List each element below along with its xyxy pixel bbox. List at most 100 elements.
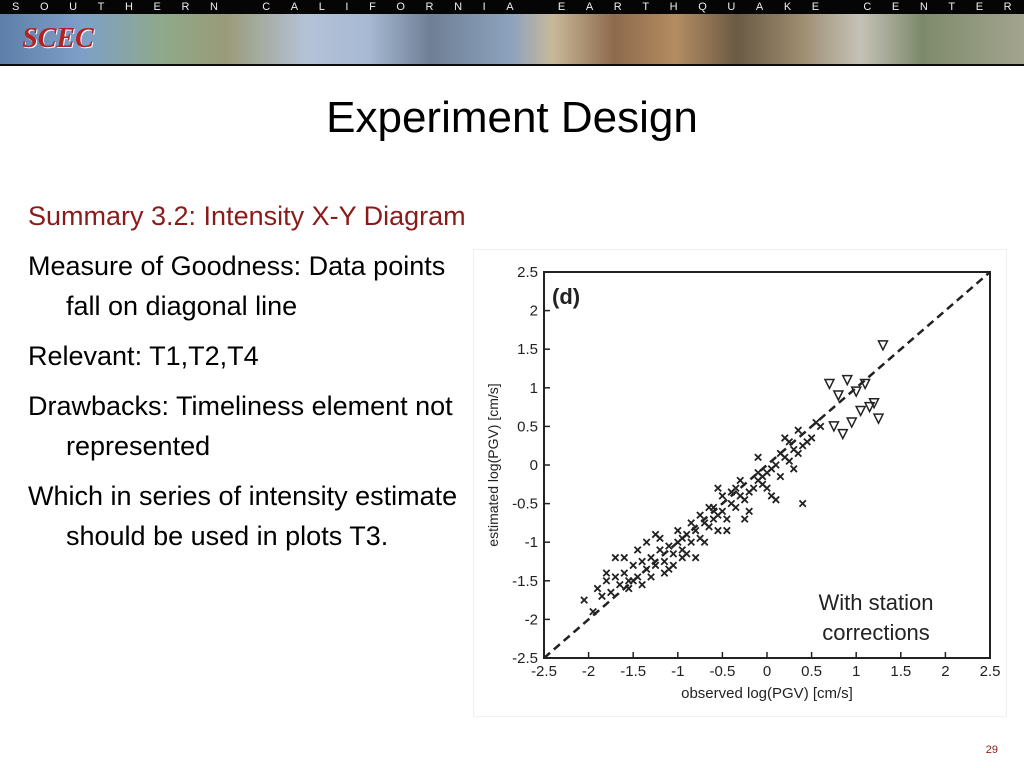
y-tick-label: -0.5 — [512, 496, 538, 513]
x-tick-label: -2 — [582, 663, 595, 680]
banner-letter: T — [97, 1, 105, 13]
data-point-triangle — [854, 405, 867, 418]
page-number: 29 — [985, 744, 998, 756]
bullet-item: Measure of Goodness: Data points fall on… — [28, 251, 446, 321]
x-tick-label: -2.5 — [531, 663, 557, 680]
banner-letter: R — [425, 1, 434, 13]
y-tick-label: 2 — [530, 303, 538, 320]
scec-logo: SCEC — [8, 17, 108, 61]
data-point-x — [794, 426, 803, 435]
x-tick-label: 0.5 — [801, 663, 822, 680]
data-point-x — [776, 472, 785, 481]
data-point-triangle — [859, 378, 871, 391]
data-point-x — [638, 580, 646, 589]
x-tick-label: -1 — [671, 663, 684, 680]
banner-letter: E — [811, 1, 820, 13]
data-point-x — [611, 553, 620, 562]
data-point-x — [723, 515, 731, 523]
scatter-plot: -2.5 -2 -1.5 -1 -0.5 0 0.5 1 1.5 2 2.5 2.5 2 1.5 1 0.5 0… — [474, 250, 1006, 716]
data-point-x — [660, 557, 669, 566]
banner-letter: I — [482, 1, 486, 13]
data-point-x — [731, 503, 740, 512]
data-point-x — [705, 503, 713, 512]
data-point-x — [602, 576, 611, 585]
banner-letter: Q — [698, 1, 707, 13]
y-tick-label: -1.5 — [512, 573, 538, 590]
annotation-text: With station — [819, 590, 934, 615]
y-tick-label: 0.5 — [517, 418, 538, 435]
y-axis-label: estimated log(PGV) [cm/s] — [485, 383, 501, 546]
data-point-x — [660, 569, 669, 577]
banner-letter: L — [318, 1, 325, 13]
data-point-triangle — [863, 401, 876, 414]
data-point-x — [629, 576, 638, 585]
data-point-x — [740, 515, 749, 523]
data-point-x — [816, 422, 825, 431]
data-point-x — [647, 573, 655, 581]
data-point-x — [598, 592, 606, 601]
banner-letter: A — [755, 1, 764, 13]
data-point-triangle — [832, 390, 845, 402]
data-point-x — [794, 449, 803, 458]
data-point-x — [714, 484, 722, 492]
banner-letter: R — [613, 1, 622, 13]
data-point-x — [700, 538, 709, 547]
data-point-x — [691, 526, 700, 535]
data-point-x — [727, 488, 736, 496]
data-point-x — [798, 499, 807, 508]
banner-letter: S — [12, 1, 20, 13]
data-point-x — [665, 542, 673, 550]
banner-letter-gap — [840, 0, 843, 14]
banner-letter: K — [783, 1, 792, 13]
bullet-item: Relevant: T1,T2,T4 — [28, 341, 259, 371]
banner-letter: N — [919, 1, 928, 13]
banner-letter: C — [262, 1, 271, 13]
data-point-x — [687, 519, 696, 527]
panel-label: (d) — [552, 284, 580, 309]
scatter-plot-svg: -2.5 -2 -1.5 -1 -0.5 0 0.5 1 1.5 2 2.5 2.5 2 1.5 1 0.5 0… — [485, 264, 1000, 702]
banner-letter: O — [39, 1, 49, 13]
y-tick-label: 2.5 — [517, 264, 538, 281]
data-point-x — [718, 492, 727, 500]
data-point-x — [611, 573, 620, 581]
data-point-x — [687, 538, 696, 547]
y-tick-label: 1.5 — [517, 341, 538, 358]
scec-logo-text: SCEC — [22, 23, 94, 54]
data-point-x — [776, 449, 785, 458]
data-point-x — [624, 584, 633, 593]
banner-letter: H — [669, 1, 678, 13]
banner-letter: R — [1003, 1, 1012, 13]
data-point-x — [620, 569, 629, 577]
data-point-x — [673, 526, 682, 535]
bullet-item: Summary 3.2: Intensity X-Y Diagram — [28, 201, 466, 231]
bullet-item: Which in series of intensity estimate sh… — [28, 481, 458, 551]
y-tick-label: 1 — [530, 380, 538, 397]
banner-letter: A — [585, 1, 594, 13]
banner-letter: O — [396, 1, 405, 13]
data-point-triangle — [823, 378, 836, 391]
banner-letter-gap — [534, 0, 537, 14]
banner-letter: C — [863, 1, 872, 13]
data-point-triangle — [828, 421, 840, 433]
banner-letter: U — [727, 1, 736, 13]
banner-letter: N — [454, 1, 463, 13]
x-axis-label: observed log(PGV) [cm/s] — [681, 685, 853, 702]
banner-letter: U — [69, 1, 78, 13]
y-tick-label: -1 — [525, 534, 538, 551]
banner-letter: E — [153, 1, 161, 13]
scec-banner: S O U T H E R N C A L I F O R N I A E A R T H Q U A K E C E N T E R SC… — [0, 0, 1024, 66]
data-point-x — [736, 476, 745, 485]
data-point-x — [781, 434, 789, 442]
x-tick-label: -1.5 — [620, 663, 646, 680]
y-tick-label: -2.5 — [512, 650, 538, 667]
data-point-x — [705, 522, 713, 531]
banner-letter-gap — [239, 0, 242, 14]
data-point-x — [723, 526, 731, 535]
y-tick-label: 0 — [530, 457, 538, 474]
banner-letter: H — [124, 1, 133, 13]
data-point-x — [749, 484, 758, 492]
data-point-x — [772, 495, 780, 504]
data-point-x — [758, 472, 767, 481]
banner-letter: I — [345, 1, 349, 13]
